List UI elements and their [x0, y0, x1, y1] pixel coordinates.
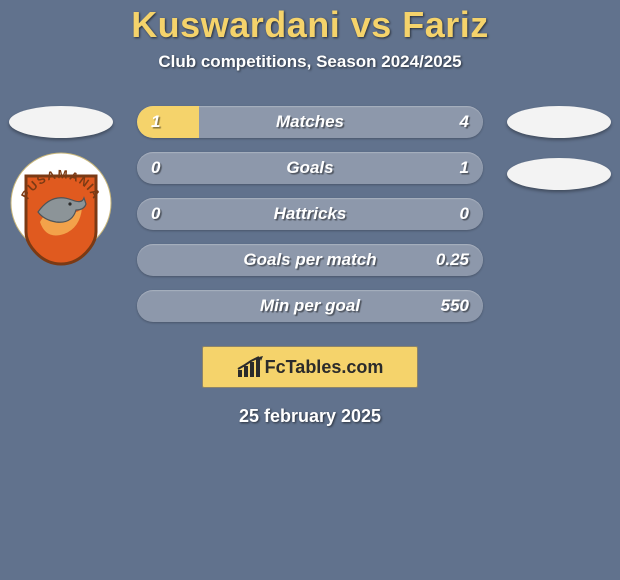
- page-title: Kuswardani vs Fariz: [0, 4, 620, 46]
- stat-value-left: 1: [151, 106, 160, 138]
- stats-rows: Matches14Goals01Hattricks00Goals per mat…: [137, 106, 483, 322]
- brand-box[interactable]: FcTables.com: [202, 346, 418, 388]
- club-shield-icon: PUSAMANIA: [10, 152, 112, 266]
- right-club-badge-placeholder: [507, 158, 611, 190]
- stat-value-right: 0: [460, 198, 469, 230]
- main-area: PUSAMANIA Matches14Goals01Hattricks00Goa…: [0, 106, 620, 427]
- stat-label: Matches: [137, 106, 483, 138]
- stat-value-left: 0: [151, 152, 160, 184]
- right-player-avatar-placeholder: [507, 106, 611, 138]
- stat-label: Hattricks: [137, 198, 483, 230]
- date-text: 25 february 2025: [0, 406, 620, 427]
- stat-row: Matches1 4: [137, 106, 483, 138]
- stat-row: Goals per match0.25: [137, 244, 483, 276]
- subtitle: Club competitions, Season 2024/2025: [0, 52, 620, 72]
- stat-value-left: 0: [151, 198, 160, 230]
- left-player-column: PUSAMANIA: [6, 106, 116, 266]
- content-wrapper: Kuswardani vs Fariz Club competitions, S…: [0, 0, 620, 427]
- stat-label: Goals per match: [137, 244, 483, 276]
- brand-bars-icon: [237, 356, 263, 378]
- stat-label: Goals: [137, 152, 483, 184]
- stat-label: Min per goal: [137, 290, 483, 322]
- stat-value-right: 1: [460, 152, 469, 184]
- stat-value-right: 0.25: [436, 244, 469, 276]
- left-player-avatar-placeholder: [9, 106, 113, 138]
- stat-row: Goals0 1: [137, 152, 483, 184]
- right-player-column: [504, 106, 614, 190]
- stat-row: Hattricks0 0: [137, 198, 483, 230]
- stat-value-right: 550: [441, 290, 469, 322]
- brand-text: FcTables.com: [265, 357, 384, 378]
- stat-row: Min per goal550: [137, 290, 483, 322]
- stat-value-right: 4: [460, 106, 469, 138]
- left-club-badge: PUSAMANIA: [10, 152, 112, 266]
